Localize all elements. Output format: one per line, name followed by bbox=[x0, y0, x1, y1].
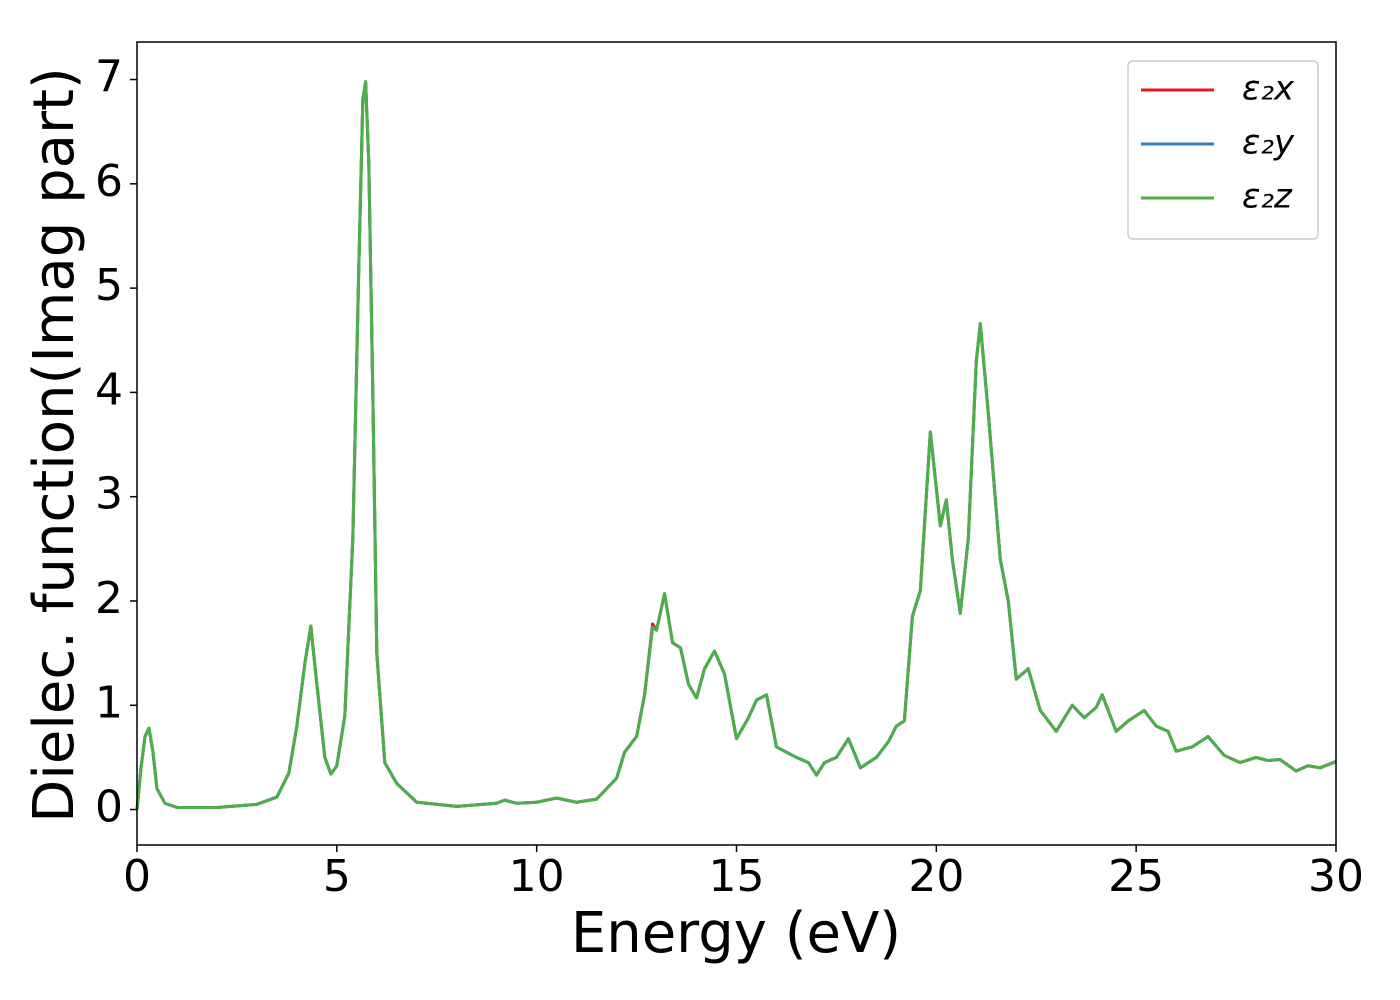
x-tick-label: 30 bbox=[1308, 851, 1364, 902]
legend-label: ε₂y bbox=[1242, 123, 1295, 163]
y-tick-label: 5 bbox=[95, 260, 123, 311]
y-tick-label: 7 bbox=[95, 52, 123, 103]
y-axis-label: Dielec. function(Imag part) bbox=[22, 67, 87, 823]
x-tick-label: 20 bbox=[908, 851, 964, 902]
y-tick-label: 6 bbox=[95, 156, 123, 207]
y-tick-label: 3 bbox=[95, 469, 123, 520]
x-tick-label: 10 bbox=[509, 851, 565, 902]
y-tick-label: 1 bbox=[95, 677, 123, 728]
x-tick-label: 25 bbox=[1108, 851, 1164, 902]
x-tick-label: 5 bbox=[323, 851, 351, 902]
y-tick-label: 2 bbox=[95, 573, 123, 624]
x-tick-label: 15 bbox=[709, 851, 765, 902]
legend-box bbox=[1127, 60, 1319, 240]
legend-label: ε₂x bbox=[1242, 69, 1295, 109]
x-axis-label: Energy (eV) bbox=[571, 901, 901, 966]
y-tick-label: 0 bbox=[95, 782, 123, 833]
y-tick-label: 4 bbox=[95, 364, 123, 415]
legend-label: ε₂z bbox=[1242, 177, 1293, 217]
x-tick-label: 0 bbox=[123, 851, 151, 902]
data-line bbox=[135, 80, 1337, 810]
plot-frame bbox=[136, 41, 1337, 846]
